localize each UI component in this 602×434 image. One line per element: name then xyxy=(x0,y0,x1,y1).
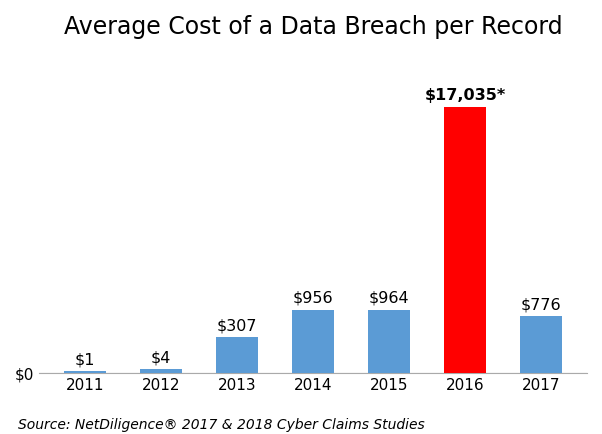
Text: $17,035*: $17,035* xyxy=(424,88,506,102)
Text: Source: NetDiligence® 2017 & 2018 Cyber Claims Studies: Source: NetDiligence® 2017 & 2018 Cyber … xyxy=(18,418,425,432)
Title: Average Cost of a Data Breach per Record: Average Cost of a Data Breach per Record xyxy=(64,15,562,39)
Text: $776: $776 xyxy=(521,297,562,312)
Text: $4: $4 xyxy=(151,350,171,365)
Bar xyxy=(368,310,410,373)
Bar xyxy=(216,337,258,373)
Bar xyxy=(292,310,334,373)
Bar xyxy=(444,106,486,373)
Bar xyxy=(520,316,562,373)
Text: $307: $307 xyxy=(217,318,257,333)
Text: $1: $1 xyxy=(75,352,95,367)
Bar xyxy=(64,371,106,373)
Text: $956: $956 xyxy=(293,291,334,306)
Bar xyxy=(140,369,182,373)
Text: $964: $964 xyxy=(369,291,409,306)
